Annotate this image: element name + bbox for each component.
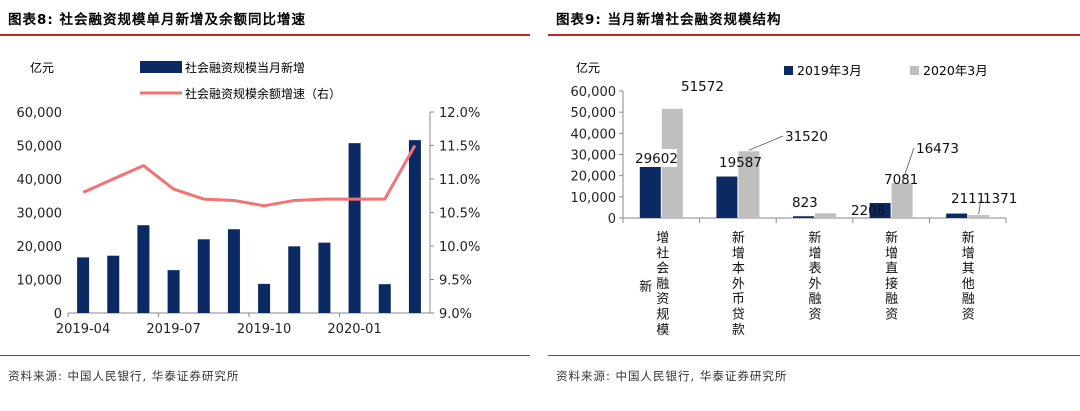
bar <box>77 257 90 313</box>
unit-label: 亿元 <box>30 60 54 75</box>
chart-panel-social-financing: 图表8: 社会融资规模单月新增及余额同比增速 亿元 社会融资规模当月新增社会融资规… <box>0 0 530 411</box>
label-leader-line <box>978 197 982 215</box>
legend-swatch-bar <box>140 61 182 73</box>
bar <box>639 155 661 218</box>
chart-panel-financing-structure: 图表9: 当月新增社会融资规模结构 亿元 2019年3月 2020年3月 0 10,00… <box>548 0 1080 411</box>
bar <box>227 229 240 313</box>
bar <box>348 143 361 313</box>
x-tick-label: 2019-04 <box>56 322 110 337</box>
x-tick-label: 2020-01 <box>327 322 381 337</box>
bar <box>197 239 210 313</box>
bar <box>167 270 180 313</box>
y-tick-label: 60,000 <box>571 85 617 100</box>
data-label: 2111 <box>951 191 985 207</box>
legend-label: 社会融资规模余额增速（右） <box>185 86 341 101</box>
x-tick-label: 2019-10 <box>237 322 291 337</box>
bar <box>946 213 968 218</box>
footer-divider <box>0 355 530 356</box>
source-note: 资料来源: 中国人民银行, 华泰证券研究所 <box>556 369 788 383</box>
data-label: 7081 <box>884 172 918 188</box>
y-tick-label-right: 12.0% <box>439 106 480 121</box>
bar <box>891 183 913 218</box>
x-tick-label: 2019-07 <box>146 322 200 337</box>
data-label: 29602 <box>635 151 678 167</box>
category-label: 新增其他融资 <box>962 230 975 323</box>
data-label: 823 <box>792 195 818 211</box>
source-note: 资料来源: 中国人民银行, 华泰证券研究所 <box>8 369 240 383</box>
bar <box>107 255 120 313</box>
y-tick-label: 20,000 <box>571 170 617 185</box>
y-tick-label-left: 0 <box>54 307 62 322</box>
bar <box>258 283 271 313</box>
grouped-bar-chart: 亿元 2019年3月 2020年3月 0 10,000 20,000 30,000 40,00… <box>571 60 1018 338</box>
legend-label: 2019年3月 <box>797 63 862 78</box>
y-tick-label-left: 10,000 <box>17 274 63 289</box>
bar <box>408 140 421 313</box>
chart-title: 图表8: 社会融资规模单月新增及余额同比增速 <box>8 12 306 28</box>
bar <box>793 216 814 218</box>
data-label: 31520 <box>785 129 828 145</box>
unit-label: 亿元 <box>576 60 600 75</box>
category-label: 新增表外融资 <box>809 230 822 323</box>
label-leader-line <box>748 135 784 151</box>
y-tick-label-right: 9.0% <box>439 307 472 322</box>
bar <box>869 203 891 218</box>
y-tick-label-left: 50,000 <box>17 140 63 155</box>
y-tick-label: 10,000 <box>571 191 617 206</box>
y-tick-label-left: 40,000 <box>17 173 63 188</box>
data-label: 51572 <box>681 79 724 95</box>
chart-title: 图表9: 当月新增社会融资规模结构 <box>556 12 782 28</box>
y-tick-label-right: 10.5% <box>439 207 480 222</box>
y-tick-label-right: 11.0% <box>439 173 480 188</box>
legend-swatch <box>784 66 793 75</box>
title-divider <box>0 34 530 36</box>
data-label-box <box>631 149 677 167</box>
category-label: 新增直接融资 <box>885 230 898 323</box>
y-tick-label-right: 10.0% <box>439 240 480 255</box>
data-label: 1371 <box>983 191 1017 207</box>
legend-swatch <box>910 66 919 75</box>
bar <box>288 246 301 313</box>
category-label: 新增本外币贷款 <box>732 230 745 338</box>
data-label: 16473 <box>916 141 959 157</box>
y-tick-label-left: 30,000 <box>17 207 63 222</box>
bar <box>716 176 738 218</box>
bar <box>318 242 331 313</box>
footer-divider <box>548 355 1080 356</box>
y-tick-label-right: 9.5% <box>439 274 472 289</box>
category-label: 新增社会融资规模 <box>639 231 669 338</box>
legend-label: 2020年3月 <box>923 63 988 78</box>
label-leader-line <box>901 147 915 183</box>
bar <box>968 215 990 218</box>
data-label: 2208 <box>851 203 885 219</box>
y-tick-label: 30,000 <box>571 149 617 164</box>
title-divider <box>548 34 1080 36</box>
y-tick-label-right: 11.5% <box>439 140 480 155</box>
y-tick-label-left: 20,000 <box>17 240 63 255</box>
bar <box>378 284 391 313</box>
data-label: 19587 <box>719 155 762 171</box>
y-tick-label: 50,000 <box>571 106 617 121</box>
bar <box>815 213 836 218</box>
bar <box>137 225 150 313</box>
bar <box>738 151 760 218</box>
y-tick-label: 0 <box>608 212 616 227</box>
y-tick-label-left: 60,000 <box>17 106 63 121</box>
y-tick-label: 40,000 <box>571 127 617 142</box>
legend-label: 社会融资规模当月新增 <box>185 60 305 75</box>
series-line <box>82 144 417 208</box>
